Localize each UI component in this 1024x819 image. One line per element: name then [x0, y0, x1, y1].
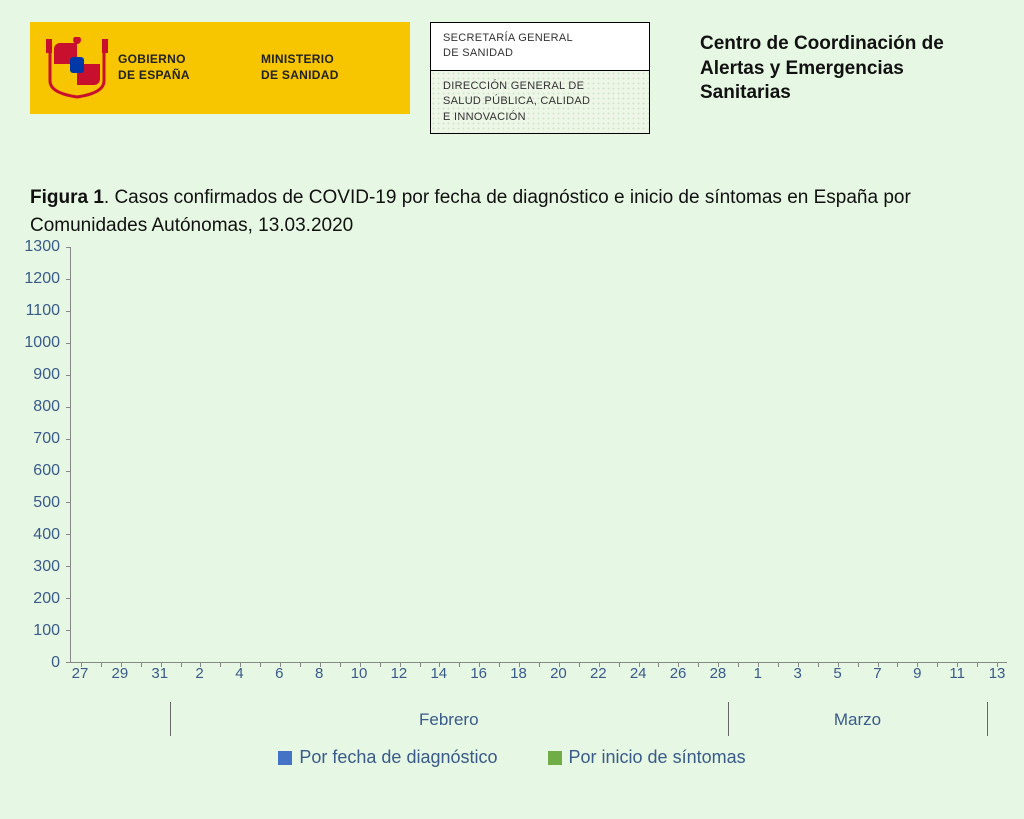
x-tick-label: 9	[913, 665, 921, 682]
gobierno-label: GOBIERNODE ESPAÑA	[110, 52, 253, 83]
x-tick-label: 18	[510, 665, 527, 682]
x-axis-labels: 272931246810121416182022242628135791113	[70, 665, 1007, 685]
x-tick-label: 14	[430, 665, 447, 682]
y-tick-label: 700	[33, 430, 60, 448]
x-tick-label: 16	[470, 665, 487, 682]
y-tick-label: 1200	[24, 270, 60, 288]
x-tick-label: 6	[275, 665, 283, 682]
direccion-general: DIRECCIÓN GENERAL DESALUD PÚBLICA, CALID…	[430, 71, 650, 134]
x-tick-label: 20	[550, 665, 567, 682]
x-tick-label: 28	[710, 665, 727, 682]
x-tick-label: 12	[391, 665, 408, 682]
y-tick-label: 100	[33, 622, 60, 640]
legend-diag-label: Por fecha de diagnóstico	[299, 747, 497, 768]
y-tick-label: 400	[33, 526, 60, 544]
y-tick-label: 600	[33, 462, 60, 480]
legend-symp-label: Por inicio de síntomas	[569, 747, 746, 768]
legend-symp: Por inicio de síntomas	[548, 747, 746, 768]
month-label: Febrero	[419, 710, 479, 730]
x-tick-label: 10	[351, 665, 368, 682]
centre-title: Centro de Coordinación deAlertas y Emerg…	[700, 32, 944, 106]
x-tick-label: 3	[793, 665, 801, 682]
x-tick-label: 7	[873, 665, 881, 682]
month-row: Febrero Marzo	[70, 707, 1007, 739]
x-tick-label: 4	[235, 665, 243, 682]
swatch-symp-icon	[548, 751, 562, 765]
x-tick-label: 27	[72, 665, 89, 682]
y-axis: 0100200300400500600700800900100011001200…	[12, 247, 70, 663]
y-tick-label: 900	[33, 366, 60, 384]
x-tick-label: 26	[670, 665, 687, 682]
swatch-diag-icon	[278, 751, 292, 765]
y-tick-label: 1100	[26, 302, 60, 320]
spain-coat-of-arms-icon	[44, 37, 110, 99]
x-tick-label: 11	[949, 665, 965, 682]
header: GOBIERNODE ESPAÑA MINISTERIODE SANIDAD S…	[0, 0, 1024, 134]
y-tick-label: 0	[51, 654, 60, 672]
x-tick-label: 2	[195, 665, 203, 682]
x-tick-label: 8	[315, 665, 323, 682]
secretaria-box: SECRETARÍA GENERALDE SANIDAD DIRECCIÓN G…	[430, 22, 650, 134]
x-tick-label: 29	[111, 665, 128, 682]
legend-diag: Por fecha de diagnóstico	[278, 747, 497, 768]
gov-logo: GOBIERNODE ESPAÑA MINISTERIODE SANIDAD	[30, 22, 410, 114]
x-tick-label: 22	[590, 665, 607, 682]
figure-text: . Casos confirmados de COVID-19 por fech…	[30, 187, 911, 236]
month-label: Marzo	[834, 710, 881, 730]
y-tick-label: 300	[33, 558, 60, 576]
figure-number: Figura 1	[30, 187, 104, 208]
x-tick-label: 24	[630, 665, 647, 682]
x-tick-label: 31	[151, 665, 168, 682]
ministerio-label: MINISTERIODE SANIDAD	[253, 52, 396, 83]
secretaria-general: SECRETARÍA GENERALDE SANIDAD	[430, 22, 650, 71]
chart: 0 100 200 300 400 500 600 700 800 900 1000 1100 1200…	[0, 247, 1024, 768]
y-tick-label: 1300	[24, 238, 60, 256]
legend: Por fecha de diagnóstico Por inicio de s…	[12, 739, 1012, 768]
y-tick-label: 800	[33, 398, 60, 416]
y-tick-label: 500	[33, 494, 60, 512]
y-tick-label: 200	[33, 590, 60, 608]
x-tick-label: 1	[754, 665, 762, 682]
figure-caption: Figura 1. Casos confirmados de COVID-19 …	[0, 134, 1024, 247]
x-tick-label: 13	[989, 665, 1006, 682]
x-tick-label: 5	[833, 665, 841, 682]
gov-text: GOBIERNODE ESPAÑA MINISTERIODE SANIDAD	[110, 52, 396, 83]
y-tick-label: 1000	[24, 334, 60, 352]
plot-area	[70, 247, 1007, 663]
